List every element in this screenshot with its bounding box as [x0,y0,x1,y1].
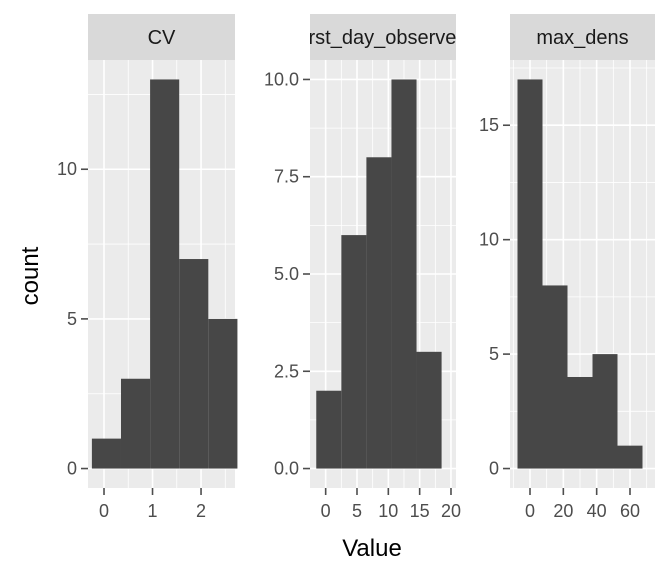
x-tick-label: 15 [410,501,430,521]
x-tick-label: 20 [553,501,573,521]
facet-strip-label: max_dens [536,27,628,49]
y-tick-label: 7.5 [274,167,299,187]
facet-strip [310,14,456,60]
y-tick-label: 10.0 [264,69,299,89]
histogram-bar [391,79,417,469]
y-tick-label: 5 [67,309,77,329]
histogram-bar [316,390,342,469]
histogram-bar [179,259,209,469]
histogram-bar [150,79,180,469]
y-tick-label: 5.0 [274,264,299,284]
facet-panel-1: CV 0 5 10 0 1 2 [57,14,238,521]
histogram-bar [341,235,367,469]
histogram-bar [592,354,618,469]
histogram-bar [567,376,593,469]
x-tick-label: 0 [99,501,109,521]
x-tick-label: 0 [321,501,331,521]
histogram-bar [517,79,543,469]
facet-strip-label: CV [148,27,176,49]
facet-panel-2: first_day_observed 0.0 2.5 5.0 7.5 10.0 0 5 10 15… [264,14,468,521]
y-tick-label: 0 [489,459,499,479]
histogram-bar [416,351,442,469]
facet-panel-3: max_dens 0 5 10 15 0 20 40 60 [479,14,655,521]
x-tick-label: 60 [620,501,640,521]
x-tick-label: 5 [352,501,362,521]
x-tick-label: 1 [148,501,158,521]
x-tick-label: 2 [196,501,206,521]
facet-strip [88,14,235,60]
facet-strip [510,14,655,60]
y-tick-label: 0 [67,459,77,479]
histogram-bar [120,378,151,469]
histogram-bar [617,445,643,469]
histogram-bar [542,285,568,469]
y-tick-label: 2.5 [274,361,299,381]
facet-strip-label: first_day_observed [299,27,468,49]
y-tick-label: 10 [57,159,77,179]
x-axis-title: Value [342,535,402,562]
y-tick-label: 5 [489,344,499,364]
x-tick-label: 10 [378,501,398,521]
y-tick-label: 15 [479,115,499,135]
y-tick-label: 10 [479,230,499,250]
y-axis-title: count [17,246,44,305]
x-tick-label: 20 [441,501,461,521]
histogram-bar [208,318,238,469]
x-tick-label: 40 [587,501,607,521]
y-tick-label: 0.0 [274,459,299,479]
histogram-bar [366,157,392,469]
x-tick-label: 0 [525,501,535,521]
histogram-bar [91,438,121,469]
